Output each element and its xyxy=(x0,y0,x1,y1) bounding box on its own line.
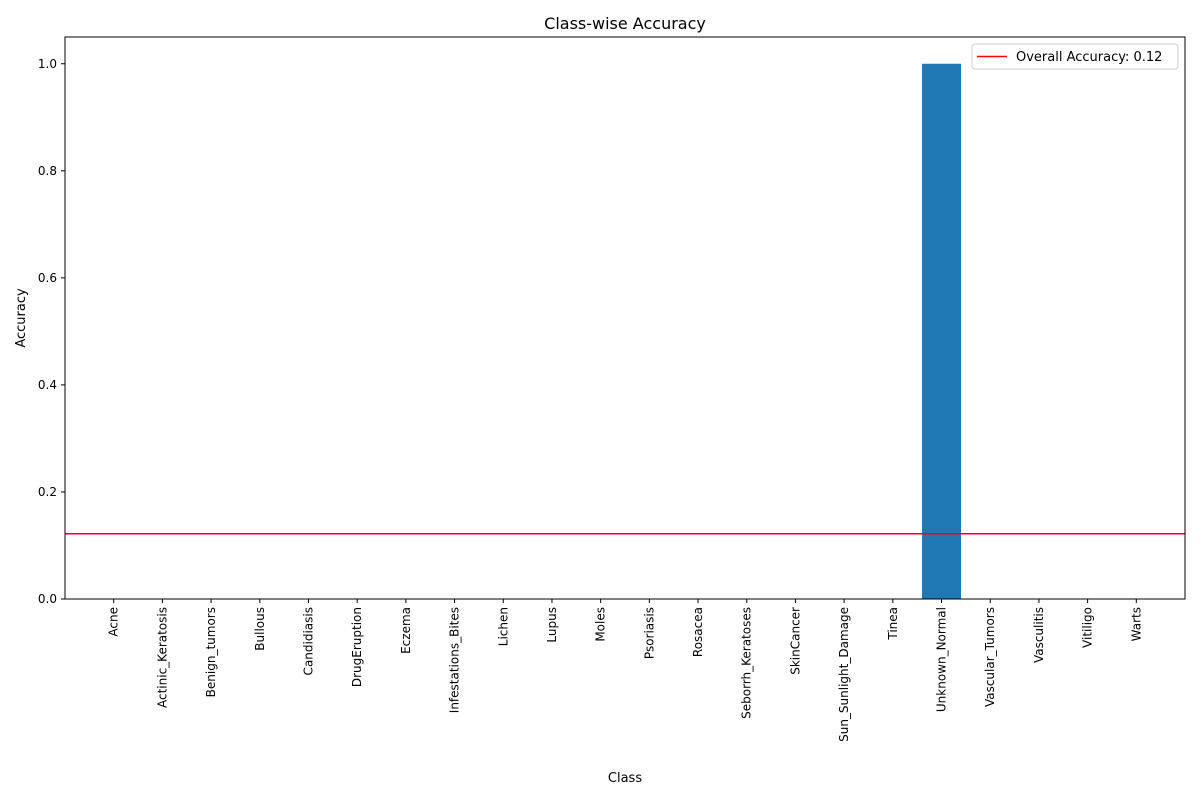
legend: Overall Accuracy: 0.12 xyxy=(971,43,1179,70)
x-tick-label: Unknown_Normal xyxy=(935,607,949,712)
plot-frame xyxy=(64,36,1186,600)
x-tick-label: Tinea xyxy=(886,607,900,641)
x-tick-label: SkinCancer xyxy=(788,607,802,675)
x-tick-label: Benign_tumors xyxy=(204,607,218,697)
x-tick-label: Sun_Sunlight_Damage xyxy=(837,607,851,742)
x-tick-label: Bullous xyxy=(253,607,267,651)
y-tick-label: 0.4 xyxy=(38,378,57,392)
x-tick-label: DrugEruption xyxy=(350,607,364,687)
x-axis-label: Class xyxy=(608,771,642,786)
x-tick-label: Rosacea xyxy=(691,607,705,657)
x-tick-label: Warts xyxy=(1129,607,1143,641)
x-tick-label: Acne xyxy=(107,607,121,637)
y-tick-label: 0.8 xyxy=(38,164,57,178)
chart-title: Class-wise Accuracy xyxy=(544,14,706,33)
y-axis: 0.0 0.2 0.4 0.6 0.8 1.0 xyxy=(38,57,65,606)
y-tick-label: 0.2 xyxy=(38,485,57,499)
x-tick-label: Psoriasis xyxy=(642,607,656,659)
x-tick-label: Candidiasis xyxy=(301,607,315,675)
y-axis-label: Accuracy xyxy=(14,288,29,348)
x-tick-label: Seborrh_Keratoses xyxy=(740,607,754,719)
x-tick-label: Lupus xyxy=(545,607,559,643)
y-tick-label: 0.0 xyxy=(38,592,57,606)
x-axis: Acne Actinic_Keratosis Benign_tumors Bullou… xyxy=(107,599,1143,742)
bar xyxy=(922,63,961,599)
x-tick-label: Lichen xyxy=(496,607,510,646)
bars-layer xyxy=(922,63,961,599)
x-tick-label: Actinic_Keratosis xyxy=(155,607,169,708)
x-tick-label: Vasculitis xyxy=(1032,607,1046,663)
x-tick-label: Moles xyxy=(594,607,608,642)
x-tick-label: Eczema xyxy=(399,607,413,654)
legend-box xyxy=(971,43,1179,70)
x-tick-label: Vascular_Tumors xyxy=(983,607,997,707)
y-tick-label: 1.0 xyxy=(38,57,57,71)
y-tick-label: 0.6 xyxy=(38,271,57,285)
legend-entry-label: Overall Accuracy: 0.12 xyxy=(1016,50,1162,65)
x-tick-label: Vitiligo xyxy=(1081,607,1095,648)
x-tick-label: Infestations_Bites xyxy=(448,607,462,713)
